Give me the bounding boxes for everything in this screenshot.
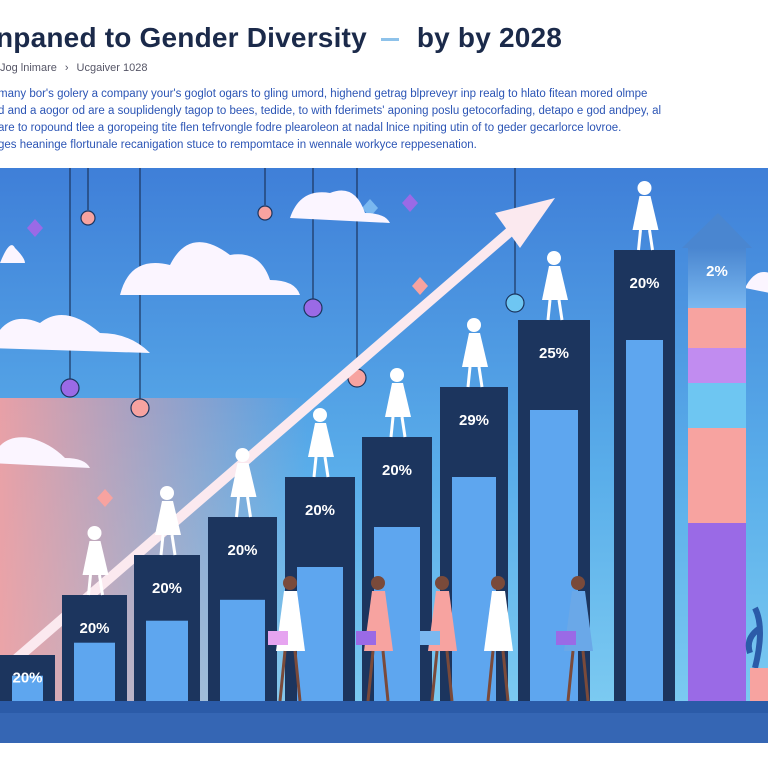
walking-woman (268, 576, 305, 702)
gender-diversity-illustration: 20% 20% 20% 20% 20% 20% 29% 25% 20% 2% (0, 168, 768, 768)
cloud (0, 245, 25, 263)
woman-figure (308, 408, 334, 478)
cloud (120, 242, 300, 295)
walking-woman (556, 576, 593, 702)
bottom-margin (0, 743, 768, 768)
briefcase-icon (268, 631, 288, 645)
clouds (0, 190, 768, 468)
arrow-column: 2% (682, 213, 752, 703)
bar-label: 20% (629, 275, 659, 292)
hanging-ornament (60, 378, 80, 398)
arrow-column-head (682, 213, 752, 248)
bar-inner (297, 567, 343, 701)
paragraph-line: are to ropound tlee a goropeing tite fle… (0, 122, 622, 134)
walking-woman (356, 576, 393, 702)
cloud (0, 315, 150, 353)
bar-label: 20% (305, 502, 335, 519)
arrow-column-segment (688, 383, 746, 428)
ground (0, 701, 768, 713)
bar-inner (220, 599, 265, 701)
breadcrumb-item[interactable]: Ucgaiver 1028 (76, 62, 148, 74)
woman-figure (542, 251, 568, 321)
hanging-ornament (505, 293, 525, 313)
woman-figure (82, 526, 109, 596)
woman-figure (230, 448, 257, 518)
woman-figure (462, 318, 488, 388)
cloud (290, 190, 390, 223)
bar-label: 20% (227, 542, 257, 559)
paragraph-line: d and a aogor od are a souplidengly tago… (0, 105, 662, 117)
walking-woman (420, 576, 457, 702)
bar-inner (74, 642, 115, 701)
bar-inner (12, 675, 43, 701)
briefcase-icon (556, 631, 576, 645)
bar-label: 29% (459, 412, 489, 429)
cloud (745, 272, 768, 293)
woman-figure (385, 368, 411, 438)
paragraph-line: ges heaninge flortunale recanigation stu… (0, 139, 477, 151)
woman-figure (155, 486, 181, 556)
hanging-ornament (80, 210, 96, 226)
title-dash (380, 38, 399, 42)
cloud (0, 437, 90, 468)
arrow-column-segment (688, 308, 746, 348)
bar-inner (626, 340, 663, 701)
breadcrumb-separator: › (64, 62, 69, 74)
diamond-icon (97, 489, 113, 507)
bar-label: 20% (152, 580, 182, 597)
hanging-ornament (130, 398, 150, 418)
bar-inner (146, 620, 188, 701)
walking-women (82, 181, 659, 702)
title-left: npaned to Gender Diversity (0, 22, 367, 53)
paragraph-line: many bor's golery a company your's goglo… (0, 88, 648, 100)
briefcase-icon (356, 631, 376, 645)
arrow-column-label: 2% (706, 263, 728, 280)
woman-figure (632, 181, 659, 251)
plant (745, 606, 768, 701)
arrow-column-segment (688, 523, 746, 703)
hanging-ornaments (27, 168, 525, 507)
arrow-column-segment (688, 428, 746, 523)
bar-inner (452, 477, 496, 701)
diamond-icon (27, 219, 43, 237)
hanging-ornament (257, 205, 273, 221)
breadcrumb-item[interactable]: Jog lnimare (0, 62, 57, 74)
title-right: by by 2028 (416, 22, 563, 53)
bar-label: 20% (382, 462, 412, 479)
diamond-icon (362, 199, 378, 217)
bar-label: 25% (539, 345, 569, 362)
diamond-icon (412, 277, 428, 295)
hanging-ornament (303, 298, 323, 318)
breadcrumb: Jog lnimare › Ucgaiver 1028 (0, 62, 147, 74)
ground-base (0, 713, 768, 743)
page-title: npaned to Gender Diversity by by 2028 (0, 22, 562, 54)
walking-woman (484, 576, 513, 702)
diamond-icon (402, 194, 418, 212)
bar-inner (530, 410, 578, 701)
arrow-column-segment (688, 248, 746, 308)
bar-label: 20% (12, 670, 42, 687)
intro-paragraph: many bor's golery a company your's goglo… (0, 86, 768, 154)
arrow-column-segment (688, 348, 746, 383)
growth-arrow-head (495, 198, 555, 248)
bar-label: 20% (79, 620, 109, 637)
briefcase-icon (420, 631, 440, 645)
